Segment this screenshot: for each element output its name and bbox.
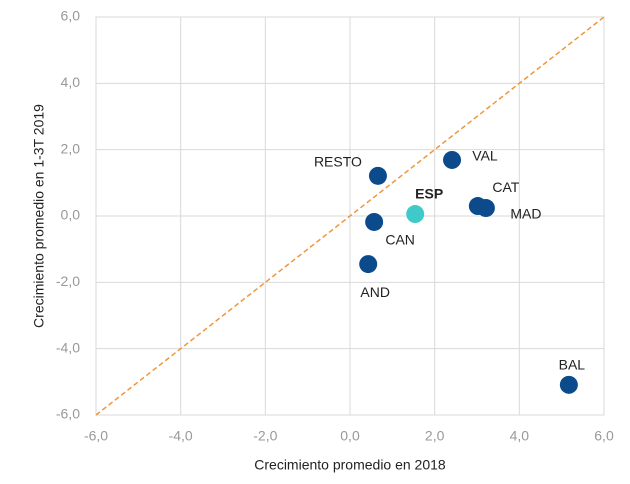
x-tick-label: 2,0 — [425, 428, 445, 444]
point-label: AND — [360, 284, 390, 300]
point — [368, 166, 387, 185]
x-tick-label: 6,0 — [594, 428, 614, 444]
point-label: RESTO — [314, 154, 362, 170]
point-label: CAN — [385, 232, 415, 248]
point — [443, 150, 462, 169]
x-tick-label: -6,0 — [84, 428, 108, 444]
y-tick-label: 2,0 — [61, 140, 81, 156]
point-label: CAT — [492, 179, 519, 195]
x-axis-title: Crecimiento promedio en 2018 — [254, 457, 446, 473]
y-tick-label: 6,0 — [61, 8, 81, 24]
point-label: MAD — [510, 206, 541, 222]
y-tick-label: -2,0 — [56, 273, 80, 289]
point — [476, 199, 495, 218]
x-tick-label: -2,0 — [253, 428, 277, 444]
point-label: ESP — [415, 186, 443, 202]
x-tick-label: -4,0 — [169, 428, 193, 444]
y-tick-label: 4,0 — [61, 74, 81, 90]
point — [406, 205, 425, 224]
y-axis-title: Crecimiento promedio en 1-3T 2019 — [31, 104, 47, 328]
x-tick-label: 0,0 — [340, 428, 360, 444]
x-tick-label: 4,0 — [510, 428, 530, 444]
y-tick-label: -6,0 — [56, 406, 80, 422]
plot-border — [95, 16, 605, 416]
y-tick-label: 0,0 — [61, 207, 81, 223]
diagonal-line — [95, 16, 605, 416]
point-label: BAL — [559, 357, 586, 373]
point — [559, 375, 578, 394]
point — [359, 255, 378, 274]
y-tick-label: -4,0 — [56, 339, 80, 355]
point — [365, 212, 384, 231]
point-label: VAL — [472, 148, 498, 164]
